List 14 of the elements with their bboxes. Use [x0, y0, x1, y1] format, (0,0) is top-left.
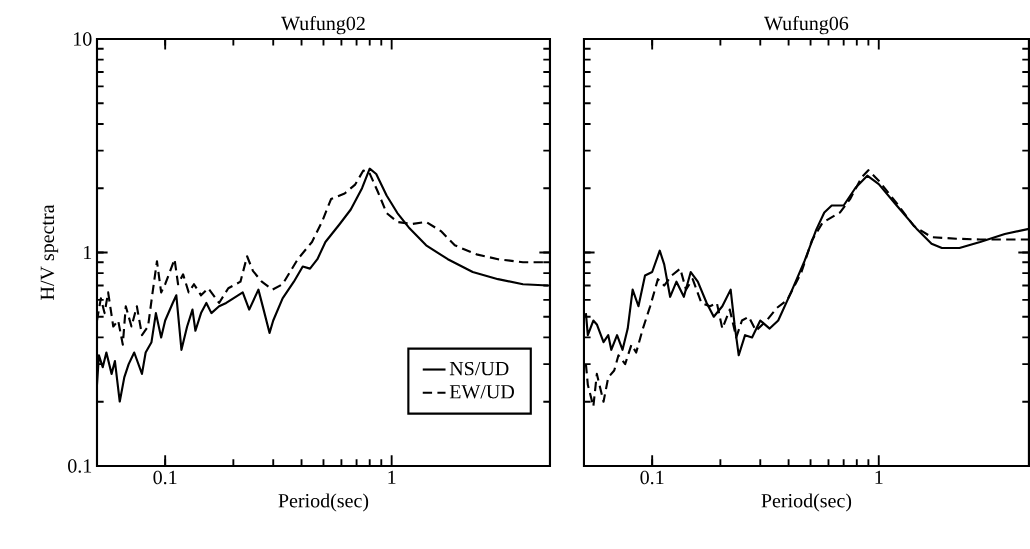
legend-label: NS/UD	[449, 361, 509, 376]
x-axis-title: Period(sec)	[761, 493, 852, 512]
x-axis-title: Period(sec)	[278, 493, 369, 512]
chart-title: Wufung02	[281, 15, 365, 35]
y-tick-label: 1	[84, 245, 92, 260]
y-tick-label: 10	[74, 32, 92, 46]
x-tick-label: 0.1	[640, 470, 664, 485]
x-tick-label: 1	[388, 470, 396, 484]
legend-label: EW/UD	[449, 385, 514, 399]
x-tick-label: 0.1	[153, 470, 177, 485]
y-tick-label: 0.1	[68, 459, 92, 473]
y-axis-title: H/V spectra	[40, 204, 59, 300]
chart-title: Wufung06	[764, 15, 849, 35]
x-tick-label: 1	[875, 470, 883, 484]
